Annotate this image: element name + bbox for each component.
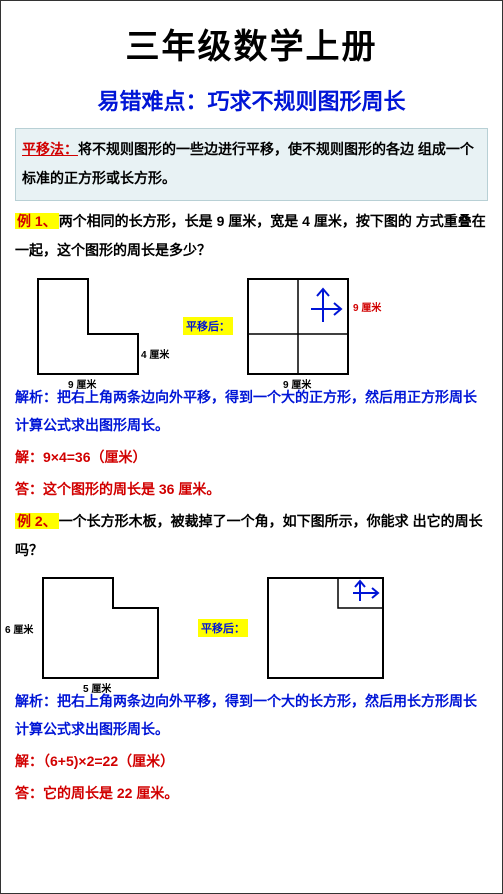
translate-arrow-icon bbox=[353, 581, 378, 601]
page-title: 三年级数学上册 bbox=[15, 19, 488, 68]
translate-label-1: 平移后： bbox=[183, 317, 233, 335]
example2-figures: 6 厘米 5 厘米 平移后： bbox=[33, 573, 488, 683]
example2-answer: 答：它的周长是 22 厘米。 bbox=[15, 779, 488, 807]
ex2-figure-after bbox=[258, 573, 393, 683]
ex1-after-dim-side: 9 厘米 bbox=[353, 299, 381, 314]
example2-label: 例 2、 bbox=[15, 513, 59, 529]
method-text: 将不规则图形的一些边进行平移，使不规则图形的各边 组成一个标准的正方形或长方形。 bbox=[22, 141, 474, 186]
ex2-dim-left: 6 厘米 bbox=[5, 621, 33, 636]
ex1-dim-bottom: 9 厘米 bbox=[68, 376, 96, 391]
method-box: 平移法：将不规则图形的一些边进行平移，使不规则图形的各边 组成一个标准的正方形或… bbox=[15, 128, 488, 201]
example1-answer: 答：这个图形的周长是 36 厘米。 bbox=[15, 475, 488, 503]
example2-analysis: 解析：把右上角两条边向外平移，得到一个大的长方形，然后用长方形周长计算公式求出图… bbox=[15, 687, 488, 743]
example1-block: 例 1、两个相同的长方形，长是 9 厘米，宽是 4 厘米，按下图的 方式重叠在一… bbox=[15, 207, 488, 266]
ex1-dim-right: 4 厘米 bbox=[141, 346, 169, 361]
example2-block: 例 2、一个长方形木板，被裁掉了一个角，如下图所示，你能求 出它的周长吗？ bbox=[15, 507, 488, 566]
example2-solve: 解：（6+5)×2=22（厘米） bbox=[15, 747, 488, 775]
example1-solve: 解：9×4=36（厘米） bbox=[15, 443, 488, 471]
example1-analysis: 解析：把右上角两条边向外平移，得到一个大的正方形，然后用正方形周长计算公式求出图… bbox=[15, 383, 488, 439]
example1-figures: 9 厘米 4 厘米 平移后： 9 厘米 9 厘米 bbox=[33, 274, 488, 379]
method-label: 平移法： bbox=[22, 141, 78, 157]
ex1-shape-before bbox=[33, 274, 143, 379]
example1-label: 例 1、 bbox=[15, 213, 59, 229]
ex2-shape-after bbox=[258, 573, 393, 683]
translate-arrow-icon bbox=[311, 289, 341, 322]
ex1-after-dim-bottom: 9 厘米 bbox=[283, 376, 311, 391]
ex2-dim-bottom: 5 厘米 bbox=[83, 680, 111, 695]
ex1-figure-before: 9 厘米 4 厘米 bbox=[33, 274, 143, 379]
ex2-shape-before bbox=[33, 573, 168, 683]
example2-problem: 一个长方形木板，被裁掉了一个角，如下图所示，你能求 出它的周长吗？ bbox=[15, 513, 483, 558]
translate-label-2: 平移后： bbox=[198, 619, 248, 637]
page-subtitle: 易错难点：巧求不规则图形周长 bbox=[15, 84, 488, 116]
ex2-figure-before: 6 厘米 5 厘米 bbox=[33, 573, 168, 683]
ex1-figure-after: 9 厘米 9 厘米 bbox=[243, 274, 373, 379]
ex1-shape-after bbox=[243, 274, 373, 379]
example1-problem: 两个相同的长方形，长是 9 厘米，宽是 4 厘米，按下图的 方式重叠在一起，这个… bbox=[15, 213, 486, 258]
